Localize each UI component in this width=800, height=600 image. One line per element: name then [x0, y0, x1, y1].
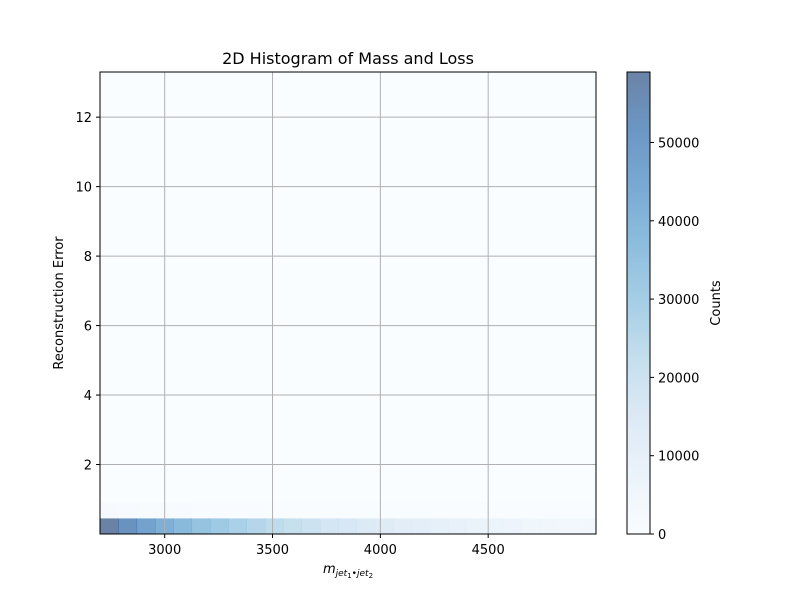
y-tick-label: 4 [84, 389, 92, 404]
histogram-cell [228, 502, 248, 519]
x-axis-ticks: 3000 3500 4000 4500 [148, 534, 505, 558]
chart-title: 2D Histogram of Mass and Loss [222, 49, 474, 68]
histogram-cell [100, 518, 119, 534]
histogram-cell [393, 518, 413, 534]
histogram-cell [118, 518, 138, 534]
histogram-cell [283, 518, 303, 534]
colorbar-tick-label: 20000 [658, 371, 699, 386]
histogram-cell [429, 518, 449, 534]
y-tick-label: 2 [84, 459, 92, 474]
histogram-cell [429, 502, 449, 519]
histogram-cell [466, 502, 486, 519]
histogram-cell [356, 518, 376, 534]
x-axis-label: mjet1•jet2 [323, 562, 373, 580]
plot-background [100, 72, 596, 534]
x-label-sub-a-index: 1 [347, 572, 351, 580]
histogram-cell [118, 502, 138, 519]
histogram-cell [301, 502, 321, 519]
grid-lines [100, 72, 596, 534]
histogram-cell [191, 502, 211, 519]
histogram-cell [448, 502, 468, 519]
histogram-cell [558, 502, 577, 519]
histogram-cell [374, 502, 394, 519]
colorbar-ticks: 0 10000 20000 30000 40000 50000 [650, 136, 699, 543]
y-tick-label: 10 [75, 181, 92, 196]
histogram-cell [301, 518, 321, 534]
colorbar [626, 71, 651, 535]
histogram-cell [228, 518, 248, 534]
histogram-cell [558, 518, 577, 534]
y-axis-ticks: 2 4 6 8 10 12 [75, 111, 100, 474]
histogram-cell [246, 518, 266, 534]
x-label-sub-sep: • [352, 569, 357, 579]
histogram-cell [466, 518, 486, 534]
histogram-cell [246, 502, 266, 519]
y-tick-label: 6 [84, 320, 92, 335]
histogram-cell [209, 502, 229, 519]
histogram-cell [264, 518, 284, 534]
histogram-cell [136, 518, 156, 534]
histogram-cell [393, 502, 413, 519]
plot-frame [99, 71, 597, 535]
histogram-cell [319, 502, 339, 519]
histogram-cell [411, 502, 431, 519]
histogram-cell [521, 518, 541, 534]
histogram-cell [503, 518, 522, 534]
plot-area [100, 72, 596, 534]
histogram-cell [484, 502, 504, 519]
x-label-sub-a: jet [334, 569, 348, 579]
x-label-base: m [323, 562, 336, 577]
x-tick-label: 4500 [472, 543, 505, 558]
histogram-cells [100, 502, 597, 534]
histogram-cell [411, 518, 431, 534]
histogram-cell [539, 518, 559, 534]
colorbar-tick-label: 50000 [658, 136, 699, 151]
histogram-cell [576, 502, 597, 519]
histogram-cell [191, 518, 211, 534]
histogram-cell [503, 502, 522, 519]
colorbar-tick-label: 0 [658, 528, 666, 543]
colorbar-tick-label: 10000 [658, 450, 699, 465]
x-label-sub-b: jet [355, 569, 369, 579]
histogram-cell [264, 502, 284, 519]
y-axis-label: Reconstruction Error [52, 236, 67, 370]
x-tick-label: 3000 [148, 543, 181, 558]
colorbar-tick-label: 40000 [658, 215, 699, 230]
histogram-cell [136, 502, 156, 519]
histogram-cell [338, 502, 358, 519]
histogram-cell [319, 518, 339, 534]
histogram-cell [356, 502, 376, 519]
histogram-cell [539, 502, 559, 519]
histogram-cell [374, 518, 394, 534]
histogram-cell [100, 502, 119, 519]
x-tick-label: 3500 [256, 543, 289, 558]
histogram-cell [576, 518, 597, 534]
histogram-cell [338, 518, 358, 534]
histogram-cell [484, 518, 504, 534]
histogram-cell [521, 502, 541, 519]
histogram-cell [448, 518, 468, 534]
histogram-cell [173, 518, 193, 534]
colorbar-tick-label: 30000 [658, 293, 699, 308]
x-tick-label: 4000 [364, 543, 397, 558]
histogram-cell [209, 518, 229, 534]
x-label-sub-b-index: 2 [369, 572, 373, 580]
y-tick-label: 8 [84, 250, 92, 265]
histogram-cell [173, 502, 193, 519]
y-tick-label: 12 [75, 111, 92, 126]
histogram-cell [283, 502, 303, 519]
colorbar-label: Counts [709, 280, 724, 326]
